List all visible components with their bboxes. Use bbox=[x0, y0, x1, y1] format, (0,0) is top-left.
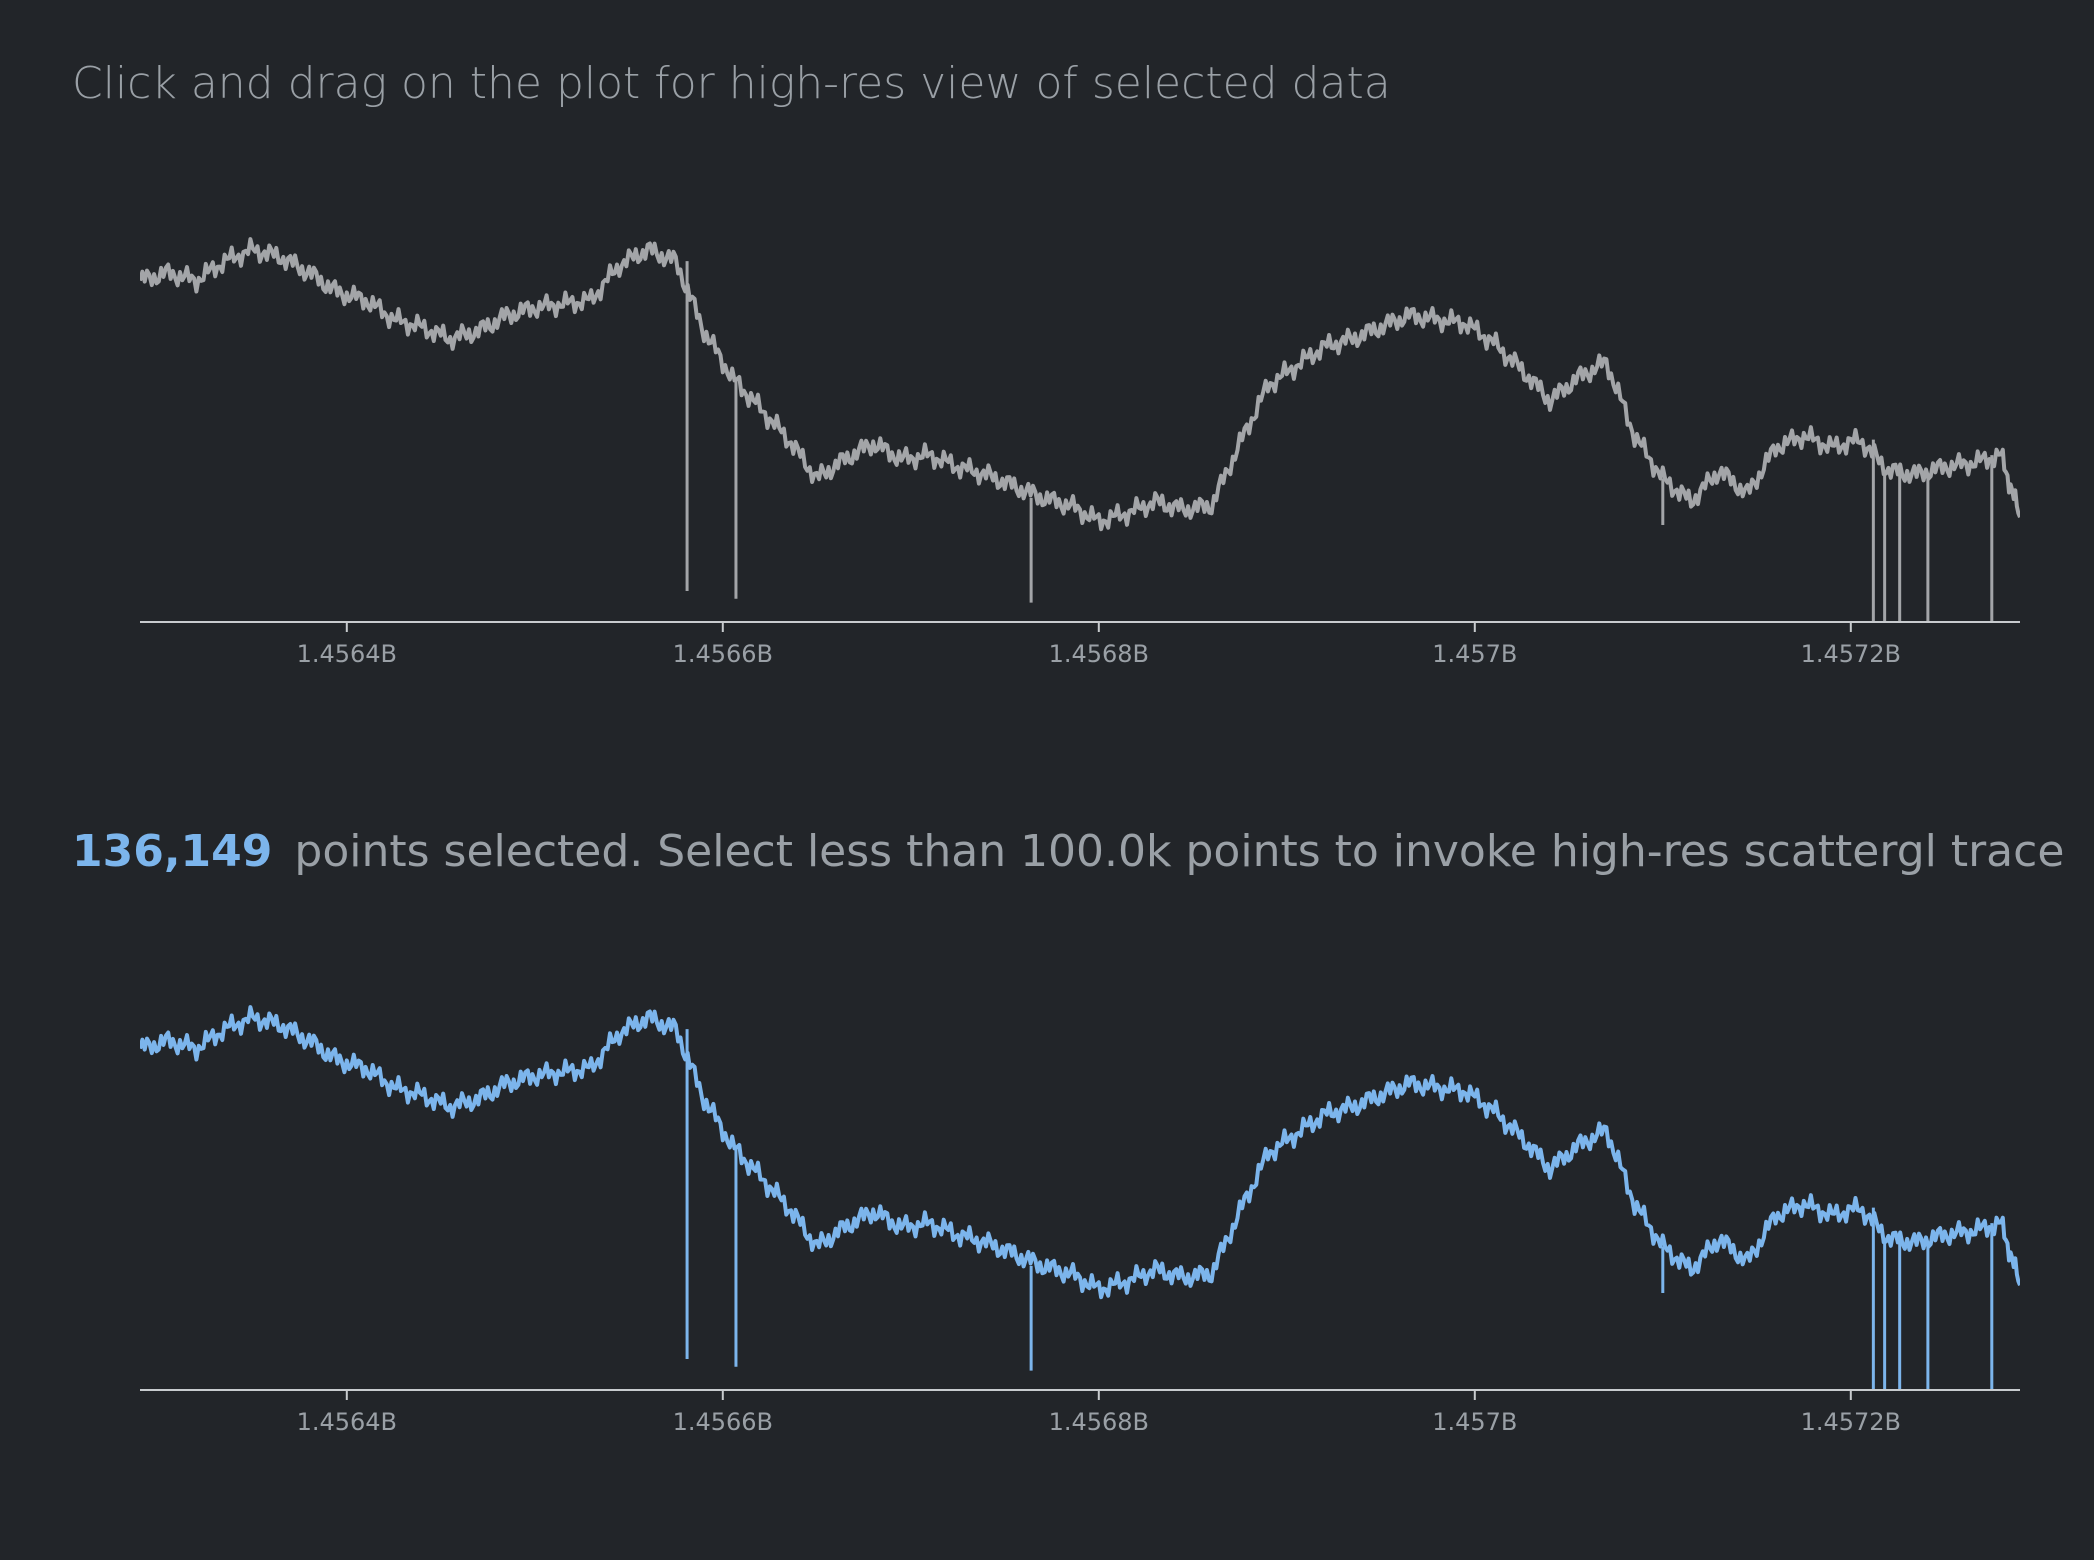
selected-message: points selected. Select less than 100.0k… bbox=[294, 826, 2065, 877]
x-tick-label: 1.4566B bbox=[673, 640, 773, 664]
series-line bbox=[140, 237, 2020, 532]
series-line bbox=[140, 1005, 2020, 1300]
x-tick-label: 1.4572B bbox=[1801, 1408, 1901, 1432]
x-tick-label: 1.457B bbox=[1432, 640, 1517, 664]
instruction-text: Click and drag on the plot for high-res … bbox=[72, 58, 1391, 109]
x-tick-label: 1.4564B bbox=[297, 640, 397, 664]
detail-plot[interactable]: 1.4564B 1.4566B 1.4568B 1.457B 1.4572B bbox=[140, 992, 2020, 1432]
x-tick-label: 1.4564B bbox=[297, 1408, 397, 1432]
selected-count: 136,149 bbox=[72, 826, 273, 877]
x-tick-label: 1.4566B bbox=[673, 1408, 773, 1432]
selection-status: 136,149 points selected. Select less than… bbox=[72, 826, 2064, 877]
x-tick-label: 1.457B bbox=[1432, 1408, 1517, 1432]
overview-plot[interactable]: 1.4564B 1.4566B 1.4568B 1.457B 1.4572B bbox=[140, 224, 2020, 664]
x-tick-label: 1.4568B bbox=[1049, 640, 1149, 664]
x-tick-label: 1.4568B bbox=[1049, 1408, 1149, 1432]
x-tick-label: 1.4572B bbox=[1801, 640, 1901, 664]
